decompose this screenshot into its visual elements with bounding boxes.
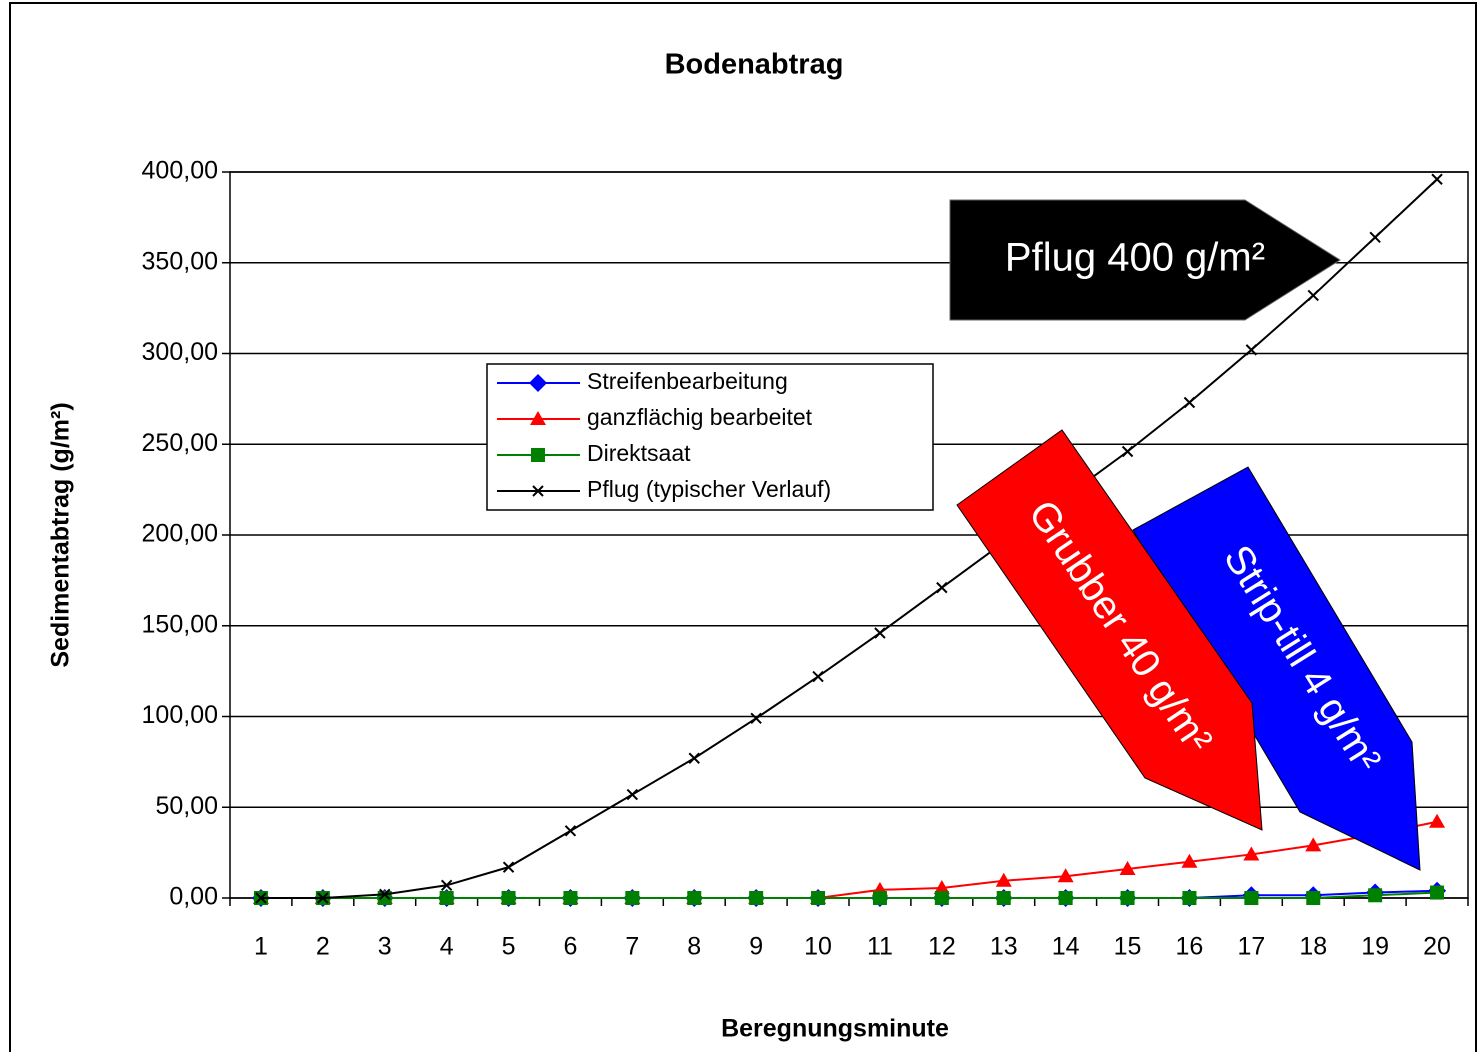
marker [936, 581, 948, 594]
x-tick-label: 4 [440, 933, 454, 961]
x-tick-label: 14 [1052, 933, 1080, 961]
marker [626, 788, 639, 801]
marker [1244, 891, 1259, 905]
chart-title: Bodenabtrag [665, 49, 844, 81]
x-tick-label: 18 [1299, 933, 1327, 961]
marker [1245, 344, 1258, 356]
y-tick-label: 200,00 [142, 520, 218, 548]
marker [501, 891, 516, 905]
pflug-arrow [949, 199, 1341, 321]
x-tick-label: 11 [867, 933, 893, 961]
x-tick-label: 8 [687, 933, 701, 961]
x-tick-label: 10 [804, 933, 832, 961]
marker [532, 485, 544, 497]
marker [530, 411, 546, 425]
marker [1306, 891, 1321, 905]
legend-label: Direktsaat [587, 440, 691, 466]
marker [933, 880, 950, 895]
legend-label: ganzflächig bearbeitet [587, 404, 813, 430]
marker [688, 752, 700, 764]
y-tick-label: 50,00 [155, 792, 218, 820]
marker [625, 891, 640, 905]
marker [1307, 289, 1319, 302]
marker [872, 891, 887, 905]
marker [934, 891, 949, 905]
marker [687, 891, 702, 905]
x-tick-label: 13 [990, 933, 1018, 961]
marker [996, 891, 1011, 905]
marker [502, 861, 515, 873]
y-tick-label: 250,00 [142, 429, 218, 457]
marker [255, 892, 267, 904]
legend-label: Streifenbearbeitung [587, 368, 788, 394]
series-line [260, 891, 1438, 899]
x-tick-label: 2 [316, 933, 330, 961]
series-line [260, 178, 1438, 899]
striptill-arrow [1132, 466, 1421, 871]
x-tick-label: 12 [928, 933, 956, 961]
marker [995, 872, 1012, 887]
marker [379, 888, 391, 901]
x-tick-label: 17 [1237, 933, 1265, 961]
x-tick-label: 6 [563, 933, 577, 961]
marker [749, 891, 764, 905]
legend-label: Pflug (typischer Verlauf) [587, 476, 831, 502]
marker [1057, 868, 1074, 883]
marker [1368, 888, 1383, 903]
y-tick-label: 150,00 [142, 610, 218, 638]
legend: Streifenbearbeitung ganzflächig bearbeite… [486, 363, 934, 511]
marker [750, 712, 762, 725]
marker [1119, 860, 1136, 875]
marker [1369, 231, 1381, 244]
legend-box [486, 363, 934, 511]
marker [811, 891, 826, 905]
marker [1429, 813, 1446, 828]
x-tick-label: 9 [749, 933, 763, 961]
marker [1121, 445, 1134, 458]
marker [529, 374, 547, 392]
x-tick-label: 5 [502, 933, 516, 961]
grid: 0,00 50,00 100,00 150,00 200,00 250,00 300,00 3… [142, 157, 1469, 961]
x-axis-label: Beregnungsminute [721, 1015, 949, 1043]
marker [531, 448, 545, 462]
marker [439, 891, 454, 905]
marker [812, 670, 824, 683]
y-tick-label: 350,00 [142, 247, 218, 275]
marker [563, 891, 578, 905]
marker [1182, 891, 1197, 905]
x-tick-label: 20 [1423, 933, 1451, 961]
marker [564, 825, 577, 837]
marker [1305, 837, 1322, 852]
y-tick-label: 400,00 [142, 157, 218, 185]
y-tick-label: 0,00 [169, 883, 218, 911]
marker [1058, 891, 1073, 905]
x-tick-label: 15 [1114, 933, 1142, 961]
y-tick-label: 100,00 [142, 701, 218, 729]
marker [1431, 173, 1443, 185]
x-tick-label: 16 [1176, 933, 1204, 961]
marker [874, 627, 886, 639]
y-tick-label: 300,00 [142, 338, 218, 366]
marker [1430, 885, 1445, 900]
annotation: Pflug 400 g/m² [1005, 236, 1265, 280]
marker [1243, 846, 1260, 861]
marker [1183, 396, 1196, 409]
marker [1120, 891, 1135, 905]
x-tick-label: 7 [625, 933, 639, 961]
x-tick-label: 1 [254, 933, 268, 961]
marker [1181, 853, 1198, 868]
x-tick-label: 19 [1361, 933, 1389, 961]
marker [440, 879, 453, 892]
marker [317, 892, 329, 904]
y-axis-label: Sedimentabtrag (g/m²) [47, 402, 75, 667]
x-tick-label: 3 [378, 933, 392, 961]
grubber-arrow [956, 429, 1263, 831]
plot-lines [251, 173, 1447, 907]
